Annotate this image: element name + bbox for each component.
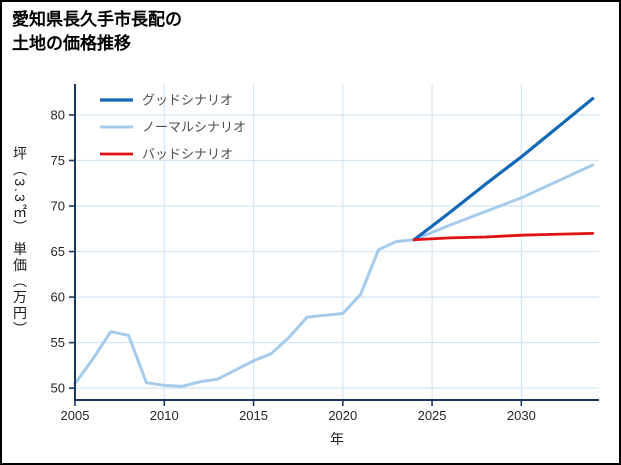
x-tick-label: 2020 (328, 408, 357, 423)
legend-item-label: バッドシナリオ (142, 147, 233, 162)
series-line-ノーマルシナリオ (73, 163, 595, 388)
series-line-バッドシナリオ (412, 231, 595, 242)
y-axis-label: 坪（3.3㎡） 単価（万円） (12, 146, 28, 338)
series-line-グッドシナリオ (412, 96, 595, 242)
y-tick-label: 70 (51, 199, 65, 214)
y-tick-label: 60 (51, 290, 65, 305)
x-tick-label: 2005 (61, 408, 90, 423)
legend-item-label: ノーマルシナリオ (142, 120, 246, 135)
y-tick-label: 50 (51, 381, 65, 396)
x-tick-label: 2010 (150, 408, 179, 423)
x-tick-label: 2030 (507, 408, 536, 423)
x-axis-label: 年 (330, 431, 344, 447)
chart-title: 愛知県長久手市長配の 土地の価格推移 (12, 10, 182, 53)
y-tick-label: 80 (51, 107, 65, 122)
legend-item-label: グッドシナリオ (142, 93, 233, 108)
y-tick-label: 65 (51, 244, 65, 259)
x-tick-label: 2015 (239, 408, 268, 423)
y-tick-label: 55 (51, 335, 65, 350)
x-tick-label: 2025 (418, 408, 447, 423)
y-tick-label: 75 (51, 153, 65, 168)
